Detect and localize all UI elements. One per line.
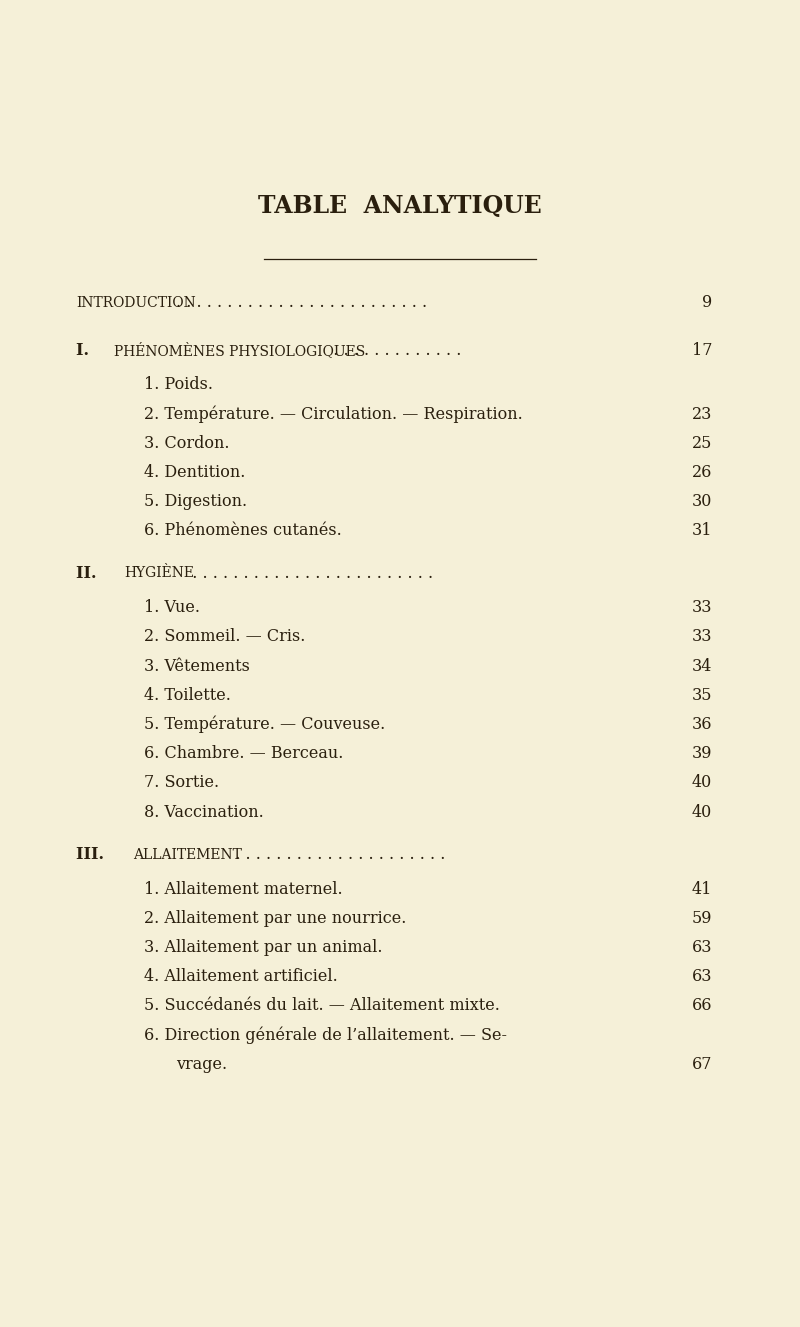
Text: 17: 17 (691, 342, 712, 358)
Text: 33: 33 (691, 600, 712, 616)
Text: 59: 59 (691, 910, 712, 926)
Text: vrage.: vrage. (176, 1056, 227, 1072)
Text: 3. Cordon.: 3. Cordon. (144, 435, 230, 451)
Text: HYGIÈNE: HYGIÈNE (124, 567, 194, 580)
Text: 4. Toilette.: 4. Toilette. (144, 687, 231, 703)
Text: 6. Direction générale de l’allaitement. — Se-: 6. Direction générale de l’allaitement. … (144, 1026, 507, 1044)
Text: 5. Température. — Couveuse.: 5. Température. — Couveuse. (144, 715, 386, 734)
Text: 67: 67 (691, 1056, 712, 1072)
Text: TABLE  ANALYTIQUE: TABLE ANALYTIQUE (258, 194, 542, 218)
Text: 1. Vue.: 1. Vue. (144, 600, 200, 616)
Text: 63: 63 (691, 969, 712, 985)
Text: 63: 63 (691, 940, 712, 955)
Text: 40: 40 (692, 775, 712, 791)
Text: II.: II. (76, 565, 108, 581)
Text: 6. Chambre. — Berceau.: 6. Chambre. — Berceau. (144, 746, 343, 762)
Text: 23: 23 (692, 406, 712, 422)
Text: 2. Allaitement par une nourrice.: 2. Allaitement par une nourrice. (144, 910, 406, 926)
Text: 5. Succédanés du lait. — Allaitement mixte.: 5. Succédanés du lait. — Allaitement mix… (144, 998, 500, 1014)
Text: 3. Vêtements: 3. Vêtements (144, 658, 250, 674)
Text: INTRODUCTION: INTRODUCTION (76, 296, 196, 309)
Text: 2. Sommeil. — Cris.: 2. Sommeil. — Cris. (144, 629, 306, 645)
Text: 31: 31 (691, 523, 712, 539)
Text: 7. Sortie.: 7. Sortie. (144, 775, 219, 791)
Text: 33: 33 (691, 629, 712, 645)
Text: 6. Phénomènes cutanés.: 6. Phénomènes cutanés. (144, 523, 342, 539)
Text: 1. Allaitement maternel.: 1. Allaitement maternel. (144, 881, 342, 897)
Text: ALLAITEMENT: ALLAITEMENT (134, 848, 242, 861)
Text: 4. Dentition.: 4. Dentition. (144, 464, 246, 480)
Text: 5. Digestion.: 5. Digestion. (144, 494, 247, 510)
Text: PHÉNOMÈNES PHYSIOLOGIQUES: PHÉNOMÈNES PHYSIOLOGIQUES (114, 342, 366, 358)
Text: 9: 9 (702, 295, 712, 311)
Text: 35: 35 (691, 687, 712, 703)
Text: . . . . . . . . . . . . . . . . . . . . . . . . .: . . . . . . . . . . . . . . . . . . . . … (176, 295, 427, 311)
Text: 39: 39 (691, 746, 712, 762)
Text: III.: III. (76, 847, 115, 863)
Text: 40: 40 (692, 804, 712, 820)
Text: 41: 41 (692, 881, 712, 897)
Text: 8. Vaccination.: 8. Vaccination. (144, 804, 264, 820)
Text: 2. Température. — Circulation. — Respiration.: 2. Température. — Circulation. — Respira… (144, 405, 522, 423)
Text: 4. Allaitement artificiel.: 4. Allaitement artificiel. (144, 969, 338, 985)
Text: 25: 25 (692, 435, 712, 451)
Text: 30: 30 (692, 494, 712, 510)
Text: 66: 66 (691, 998, 712, 1014)
Text: 36: 36 (691, 717, 712, 733)
Text: . . . . . . . . . . . . .: . . . . . . . . . . . . . (322, 342, 461, 358)
Text: 3. Allaitement par un animal.: 3. Allaitement par un animal. (144, 940, 382, 955)
Text: . . . . . . . . . . . . . . . . . . . . . . . .: . . . . . . . . . . . . . . . . . . . . … (182, 565, 434, 581)
Text: 34: 34 (692, 658, 712, 674)
Text: I.: I. (76, 342, 100, 358)
Text: . . . . . . . . . . . . . . . . . . . . .: . . . . . . . . . . . . . . . . . . . . … (225, 847, 446, 863)
Text: 26: 26 (692, 464, 712, 480)
Text: 1. Poids.: 1. Poids. (144, 377, 213, 393)
